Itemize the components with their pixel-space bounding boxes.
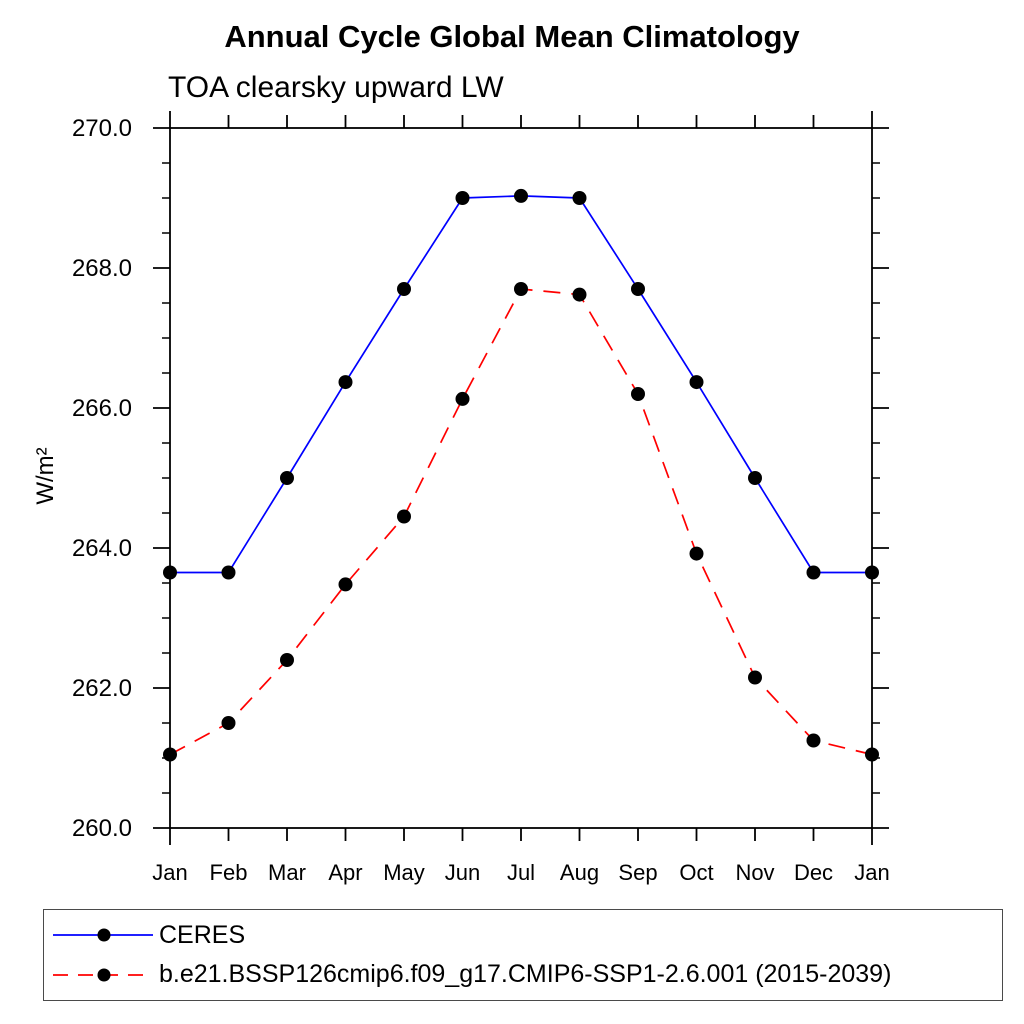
data-point-marker — [865, 565, 879, 580]
data-point-marker — [572, 191, 587, 205]
data-point-marker — [514, 282, 528, 296]
y-tick-label: 270.0 — [72, 115, 132, 142]
x-tick-label: Sep — [618, 860, 657, 885]
data-point-marker — [455, 391, 470, 406]
data-point-marker — [748, 670, 762, 685]
data-point-marker — [221, 716, 236, 730]
data-point-marker — [748, 471, 762, 485]
data-point-marker — [806, 733, 821, 748]
legend-box: CERES b.e21.BSSP126cmip6.f09_g17.CMIP6-SS… — [43, 909, 1003, 1001]
y-tick-label: 260.0 — [72, 815, 132, 842]
x-tick-label: Jan — [152, 860, 187, 885]
x-tick-label: Feb — [210, 860, 248, 885]
x-tick-label: Mar — [268, 860, 306, 885]
data-point-marker — [689, 375, 704, 390]
x-tick-label: Nov — [735, 860, 774, 885]
series-line-0 — [170, 195, 872, 574]
data-point-marker — [631, 282, 645, 296]
legend-item-0: CERES — [49, 921, 1002, 950]
legend-marker-icon — [97, 928, 111, 942]
data-point-marker — [280, 653, 294, 667]
x-tick-label: May — [383, 860, 425, 885]
legend-marker-icon — [97, 968, 111, 982]
legend-label-1: b.e21.BSSP126cmip6.f09_g17.CMIP6-SSP1-2.… — [159, 960, 892, 989]
chart-subtitle: TOA clearsky upward LW — [168, 71, 504, 104]
y-tick-label: 266.0 — [72, 395, 132, 422]
chart-title: Annual Cycle Global Mean Climatology — [224, 19, 800, 54]
data-point-marker — [163, 747, 177, 762]
y-tick-label: 262.0 — [72, 675, 132, 702]
x-tick-label: Aug — [560, 860, 599, 885]
data-point-marker — [280, 471, 294, 485]
data-point-marker — [514, 188, 528, 203]
legend-label-0: CERES — [159, 920, 246, 949]
data-point-marker — [572, 287, 587, 302]
data-point-marker — [163, 565, 177, 580]
data-point-marker — [865, 747, 879, 762]
data-point-marker — [397, 282, 411, 296]
data-point-marker — [455, 191, 470, 205]
y-tick-label: 268.0 — [72, 255, 132, 282]
data-point-marker — [338, 375, 353, 390]
data-point-marker — [631, 387, 645, 401]
plot-frame — [169, 127, 873, 829]
legend-line-sample — [53, 928, 153, 942]
x-tick-label: Jun — [445, 860, 480, 885]
x-tick-label: Dec — [794, 860, 833, 885]
x-tick-label: Apr — [328, 860, 362, 885]
legend-line-sample — [53, 968, 153, 982]
data-point-marker — [806, 565, 821, 580]
y-tick-label: 264.0 — [72, 535, 132, 562]
data-point-marker — [397, 509, 411, 524]
x-tick-label: Jul — [507, 860, 535, 885]
data-point-marker — [221, 565, 236, 580]
data-point-marker — [338, 577, 353, 592]
x-tick-label: Oct — [679, 860, 713, 885]
legend-item-1: b.e21.BSSP126cmip6.f09_g17.CMIP6-SSP1-2.… — [49, 960, 1002, 989]
series-line-1 — [169, 288, 873, 756]
x-tick-label: Jan — [854, 860, 889, 885]
data-point-marker — [689, 546, 704, 561]
